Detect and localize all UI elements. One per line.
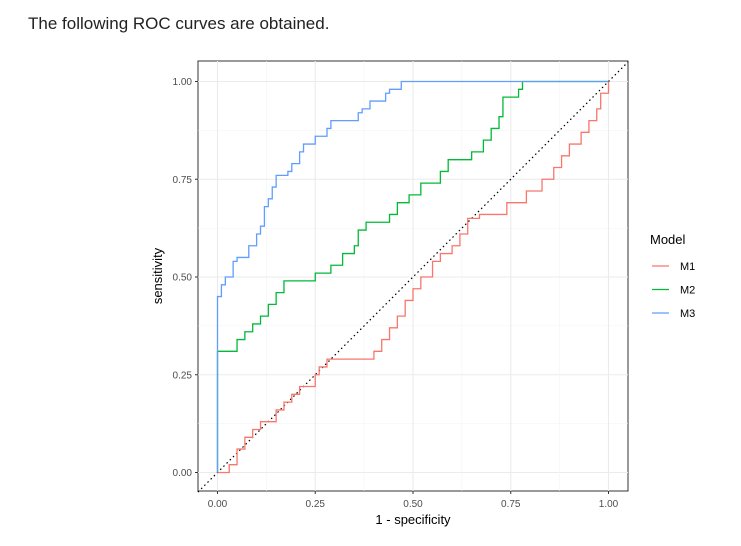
series-lines [216, 80, 610, 474]
legend-label-m2: M2 [680, 285, 695, 297]
y-tick-label: 0.50 [173, 273, 193, 284]
series-line-m3 [216, 80, 609, 473]
legend-label-m3: M3 [680, 308, 695, 320]
series-line-m1 [217, 81, 610, 474]
legend-label-m1: M1 [680, 261, 695, 273]
intro-text: The following ROC curves are obtained. [28, 14, 330, 33]
y-axis-ticks: 0.00 0.25 0.50 0.75 1.00 [173, 77, 198, 479]
y-tick-label: 0.75 [173, 175, 193, 186]
y-tick-label: 0.00 [173, 468, 193, 479]
x-axis-title: 1 - specificity [375, 512, 451, 527]
x-tick-label: 0.50 [403, 499, 423, 510]
series-line-m2 [216, 80, 609, 473]
y-tick-label: 1.00 [173, 77, 193, 88]
grid [198, 61, 628, 491]
legend: Model M1 M2 M3 [650, 232, 695, 320]
x-tick-label: 0.25 [306, 499, 326, 510]
y-tick-label: 0.25 [173, 370, 193, 381]
x-tick-label: 0.00 [208, 499, 228, 510]
x-tick-label: 1.00 [599, 499, 619, 510]
x-axis-ticks: 0.00 0.25 0.50 0.75 1.00 [208, 491, 619, 510]
x-tick-label: 0.75 [501, 499, 521, 510]
legend-title: Model [650, 232, 686, 247]
y-axis-title: sensitivity [150, 247, 165, 304]
